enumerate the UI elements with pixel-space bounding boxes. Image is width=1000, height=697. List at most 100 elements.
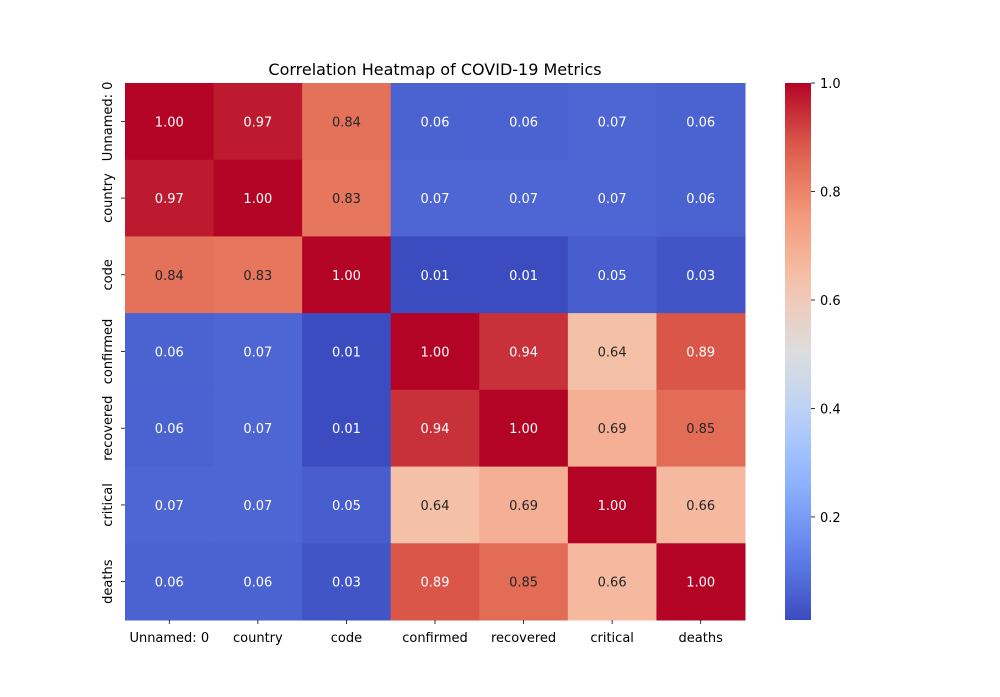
heatmap-cell [213, 543, 303, 621]
colorbar [785, 83, 811, 620]
cell-value-label: 0.07 [243, 422, 272, 437]
y-tick-label: country [101, 173, 116, 223]
cell-value-label: 0.07 [598, 192, 627, 207]
colorbar-tick-label: 0.2 [820, 511, 841, 526]
heatmap-cell [390, 236, 480, 314]
cell-value-label: 0.06 [509, 115, 538, 130]
cell-value-label: 0.06 [421, 115, 450, 130]
y-tick-label: confirmed [101, 319, 116, 385]
cell-value-label: 0.83 [332, 192, 361, 207]
cell-value-label: 0.07 [509, 192, 538, 207]
cell-value-label: 0.03 [332, 576, 361, 591]
heatmap-cell [656, 389, 746, 468]
heatmap-cell [125, 83, 215, 161]
x-tick-label: code [331, 631, 362, 646]
cell-value-label: 0.85 [509, 576, 538, 591]
heatmap-cell [656, 313, 746, 391]
heatmap-cell [213, 159, 303, 237]
cell-value-label: 0.05 [598, 269, 627, 284]
heatmap-cell [479, 159, 569, 237]
heatmap-cells: 1.00 0.97 0.84 0.06 0.06 0.07 0.06 0.97 1.00 0.83… [125, 83, 746, 621]
y-axis-labels: Unnamed: 0 country code confirmed recovered c… [101, 82, 125, 604]
cell-value-label: 0.06 [155, 422, 184, 437]
colorbar-ticks: 0.2 0.4 0.6 0.8 1.0 [811, 77, 841, 526]
colorbar-tick-label: 1.0 [820, 77, 841, 92]
y-tick-label: Unnamed: 0 [101, 82, 116, 162]
heatmap-cell [656, 543, 746, 621]
heatmap-cell [302, 466, 392, 544]
cell-value-label: 0.97 [155, 192, 184, 207]
x-axis-labels: Unnamed: 0 country code confirmed recovered c… [129, 620, 723, 646]
y-tick-label: critical [101, 483, 116, 527]
heatmap-cell [390, 83, 480, 161]
cell-value-label: 0.89 [686, 346, 715, 361]
heatmap-cell [125, 543, 215, 621]
heatmap-cell [479, 83, 569, 161]
cell-value-label: 1.00 [598, 499, 627, 514]
cell-value-label: 0.07 [155, 499, 184, 514]
heatmap-cell [479, 543, 569, 621]
cell-value-label: 0.01 [509, 269, 538, 284]
cell-value-label: 0.01 [332, 346, 361, 361]
cell-value-label: 0.66 [598, 576, 627, 591]
cell-value-label: 0.06 [243, 576, 272, 591]
cell-value-label: 0.83 [243, 269, 272, 284]
heatmap-cell [656, 236, 746, 314]
cell-value-label: 0.07 [243, 346, 272, 361]
cell-value-label: 1.00 [243, 192, 272, 207]
heatmap-cell [390, 543, 480, 621]
heatmap-cell [125, 159, 215, 237]
heatmap-cell [302, 389, 392, 468]
colorbar-tick-label: 0.6 [820, 294, 841, 309]
heatmap-cell [302, 543, 392, 621]
cell-value-label: 0.06 [155, 576, 184, 591]
heatmap-cell [125, 389, 215, 468]
heatmap-cell [213, 83, 303, 161]
heatmap-cell [125, 236, 215, 314]
cell-value-label: 0.84 [155, 269, 184, 284]
cell-value-label: 0.03 [686, 269, 715, 284]
heatmap-cell [302, 313, 392, 391]
cell-value-label: 0.66 [686, 499, 715, 514]
cell-value-label: 1.00 [155, 115, 184, 130]
x-tick-label: confirmed [402, 631, 468, 646]
heatmap-cell [479, 313, 569, 391]
cell-value-label: 0.07 [421, 192, 450, 207]
heatmap-cell [213, 313, 303, 391]
heatmap-cell [656, 159, 746, 237]
heatmap-cell [567, 236, 657, 314]
cell-value-label: 0.01 [421, 269, 450, 284]
cell-value-label: 0.07 [243, 499, 272, 514]
heatmap-cell [567, 313, 657, 391]
x-tick-label: deaths [679, 631, 724, 646]
cell-value-label: 0.69 [509, 499, 538, 514]
heatmap-cell [479, 389, 569, 468]
cell-value-label: 1.00 [332, 269, 361, 284]
heatmap-cell [302, 159, 392, 237]
heatmap-cell [656, 83, 746, 161]
heatmap-cell [302, 83, 392, 161]
colorbar-tick-label: 0.4 [820, 402, 841, 417]
cell-value-label: 0.07 [598, 115, 627, 130]
heatmap-cell [125, 466, 215, 544]
cell-value-label: 0.97 [243, 115, 272, 130]
heatmap-cell [213, 466, 303, 544]
y-tick-label: code [101, 259, 116, 290]
cell-value-label: 0.69 [598, 422, 627, 437]
heatmap-cell [479, 466, 569, 544]
heatmap-cell [213, 389, 303, 468]
cell-value-label: 1.00 [421, 346, 450, 361]
cell-value-label: 0.06 [686, 115, 715, 130]
heatmap-cell [390, 466, 480, 544]
chart-title: Correlation Heatmap of COVID-19 Metrics [268, 60, 601, 79]
heatmap-cell [656, 466, 746, 544]
cell-value-label: 0.84 [332, 115, 361, 130]
y-tick-label: deaths [101, 559, 116, 604]
cell-value-label: 0.64 [598, 346, 627, 361]
cell-value-label: 0.85 [686, 422, 715, 437]
x-tick-label: Unnamed: 0 [129, 631, 209, 646]
cell-value-label: 0.05 [332, 499, 361, 514]
cell-value-label: 0.94 [421, 422, 450, 437]
x-tick-label: recovered [491, 631, 556, 646]
